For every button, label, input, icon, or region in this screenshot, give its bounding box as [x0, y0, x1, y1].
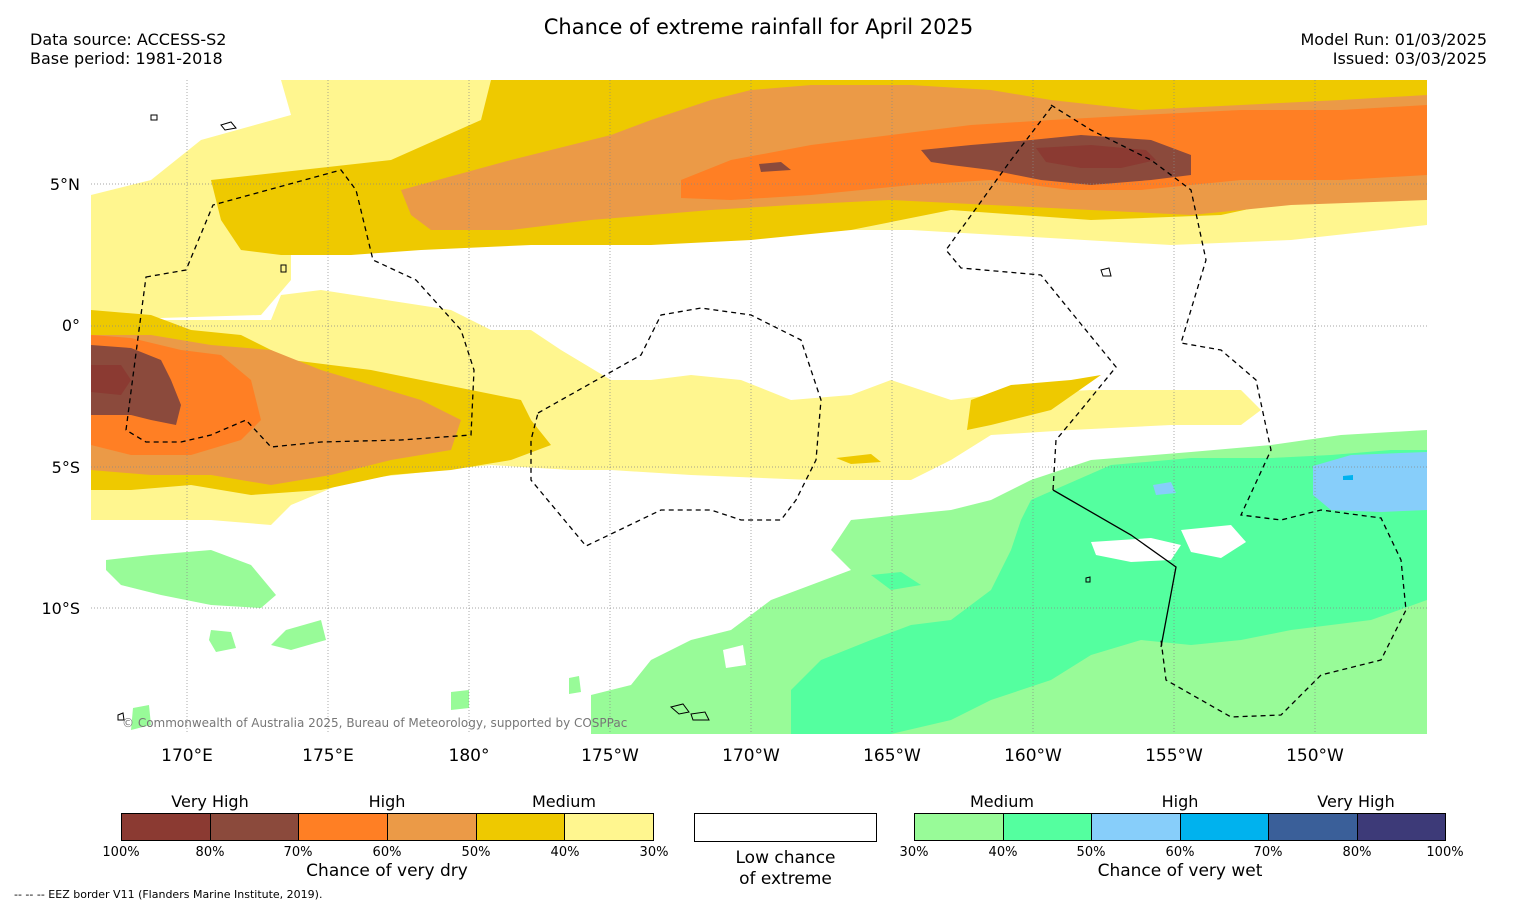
rainfall-map	[91, 80, 1427, 734]
lon-label-150w: 150°W	[1286, 746, 1344, 766]
wet-swatch-6	[1357, 814, 1445, 840]
map-gridlines	[91, 80, 1427, 734]
dry-tick: 70%	[283, 845, 313, 860]
lat-label-5s: 5°S	[51, 458, 80, 477]
dry-header-high: High	[368, 792, 406, 811]
dry-swatch-5	[476, 814, 566, 840]
dry-header-very-high: Very High	[171, 792, 249, 811]
wet-50-60-zone	[1153, 452, 1427, 512]
lon-label-165w: 165°W	[863, 746, 921, 766]
wet-40-50-zone	[791, 450, 1427, 734]
run-info: Model Run: 01/03/2025 Issued: 03/03/2025	[1301, 30, 1488, 68]
copyright-note: © Commonwealth of Australia 2025, Bureau…	[122, 716, 628, 730]
low-chance-line2: of extreme	[739, 869, 832, 889]
base-period: Base period: 1981-2018	[30, 49, 223, 68]
wet-swatch-5	[1269, 814, 1358, 840]
data-info: Data source: ACCESS-S2 Base period: 1981…	[30, 30, 226, 68]
eez-source-note: -- -- -- EEZ border V11 (Flanders Marine…	[14, 888, 323, 901]
wet-header-medium: Medium	[970, 792, 1034, 811]
dry-tick: 40%	[550, 845, 580, 860]
dry-swatch-3	[299, 814, 389, 840]
wet-swatch-3	[1092, 814, 1181, 840]
wet-tick: 60%	[1165, 845, 1195, 860]
lon-label-155w: 155°W	[1145, 746, 1203, 766]
wet-tick: 80%	[1342, 845, 1372, 860]
dry-swatch-6	[565, 814, 654, 840]
lat-label-equator: 0°	[61, 316, 80, 335]
lat-label-10s: 10°S	[41, 599, 80, 618]
eez-borders	[125, 104, 1407, 718]
wet-swatch-1	[915, 814, 1004, 840]
lon-label-175e: 175°E	[302, 746, 354, 766]
dry-caption: Chance of very dry	[306, 861, 468, 881]
low-chance-holes	[723, 525, 1246, 668]
wet-swatch-4	[1180, 814, 1269, 840]
model-run: Model Run: 01/03/2025	[1300, 30, 1488, 49]
lon-label-175w: 175°W	[581, 746, 639, 766]
lon-label-160w: 160°W	[1004, 746, 1062, 766]
data-source: Data source: ACCESS-S2	[30, 30, 227, 49]
wet-tick: 70%	[1253, 845, 1283, 860]
map-svg	[91, 80, 1427, 734]
dry-header-medium: Medium	[532, 792, 596, 811]
dry-tick: 60%	[372, 845, 402, 860]
wet-header-high: High	[1161, 792, 1199, 811]
low-chance-line1: Low chance	[735, 848, 836, 868]
issued-date: Issued: 03/03/2025	[1332, 49, 1487, 68]
low-chance-swatch	[694, 813, 877, 842]
dry-tick: 100%	[102, 845, 140, 860]
wet-tick: 100%	[1426, 845, 1464, 860]
wet-swatch-2	[1003, 814, 1092, 840]
wet-60-70-zone	[1343, 475, 1353, 480]
dry-swatch-2	[210, 814, 300, 840]
dry-tick: 80%	[195, 845, 225, 860]
lat-label-5n: 5°N	[49, 175, 80, 194]
wet-tick: 30%	[899, 845, 929, 860]
lon-label-170e: 170°E	[161, 746, 213, 766]
dry-80-100-zone	[91, 145, 1156, 395]
wet-tick: 40%	[988, 845, 1018, 860]
island-outlines	[117, 114, 1112, 721]
dry-tick: 50%	[461, 845, 491, 860]
solid-border	[1052, 489, 1177, 648]
wet-header-very-high: Very High	[1317, 792, 1395, 811]
dry-tick: 30%	[639, 845, 669, 860]
lon-label-170w: 170°W	[722, 746, 780, 766]
map-title: Chance of extreme rainfall for April 202…	[543, 15, 974, 39]
wet-colorbar	[914, 813, 1446, 841]
low-chance-caption: Low chance of extreme	[694, 848, 877, 890]
dry-colorbar	[121, 813, 654, 841]
wet-caption: Chance of very wet	[1097, 861, 1263, 881]
dry-swatch-1	[122, 814, 211, 840]
dry-swatch-4	[388, 814, 477, 840]
lon-label-180: 180°	[448, 746, 490, 766]
wet-tick: 50%	[1076, 845, 1106, 860]
